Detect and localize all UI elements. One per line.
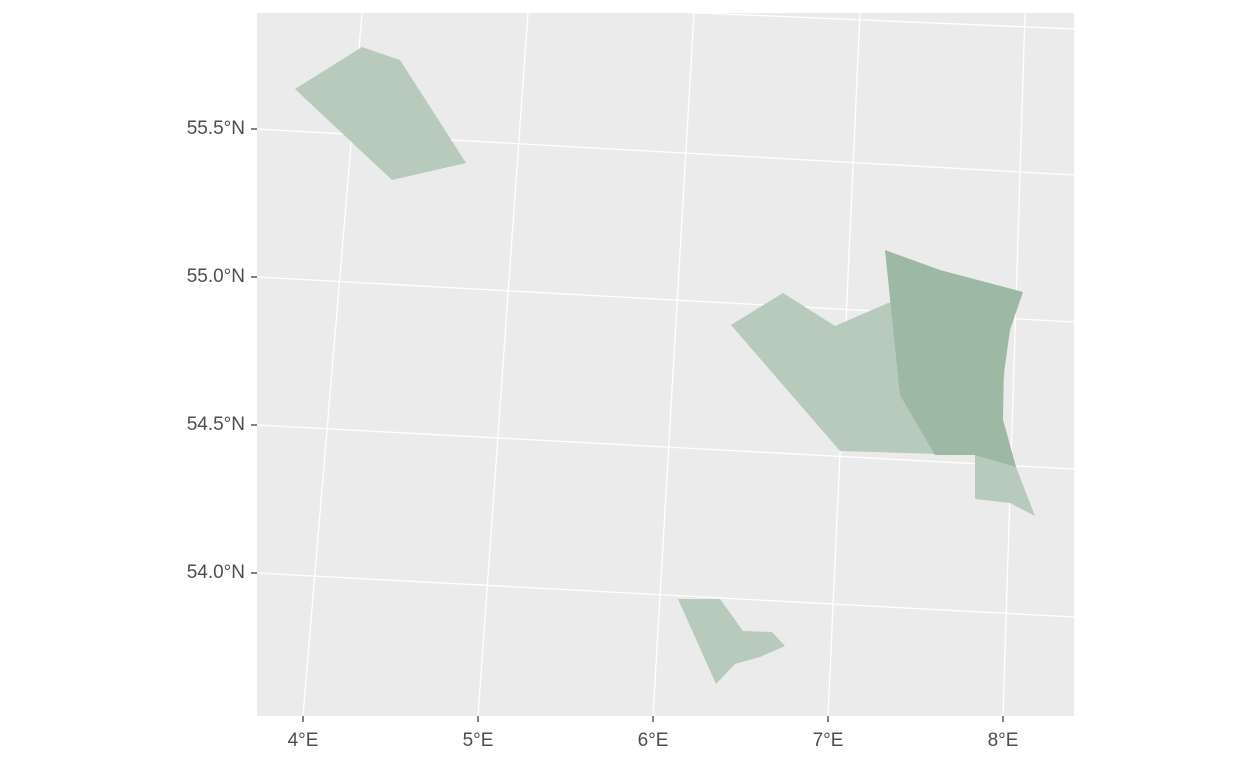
area [678, 599, 785, 684]
meridian [1002, 13, 1026, 716]
x-tick-label: 4°E [288, 730, 319, 751]
y-tick-label: 54.5°N [187, 414, 245, 435]
x-tick-label: 5°E [463, 730, 494, 751]
parallel [685, 13, 1074, 30]
parallel [257, 572, 1074, 618]
y-tick-label: 55.5°N [187, 118, 245, 139]
parallel [257, 424, 1074, 470]
meridian [652, 13, 695, 716]
x-tick-label: 7°E [813, 730, 844, 751]
meridian [477, 13, 529, 716]
x-tick-label: 6°E [638, 730, 669, 751]
y-tick-label: 55.0°N [187, 266, 245, 287]
areas [295, 47, 1035, 684]
y-tick-label: 54.0°N [187, 562, 245, 583]
area [295, 47, 466, 180]
area [885, 250, 1023, 467]
x-tick-label: 8°E [988, 730, 1019, 751]
